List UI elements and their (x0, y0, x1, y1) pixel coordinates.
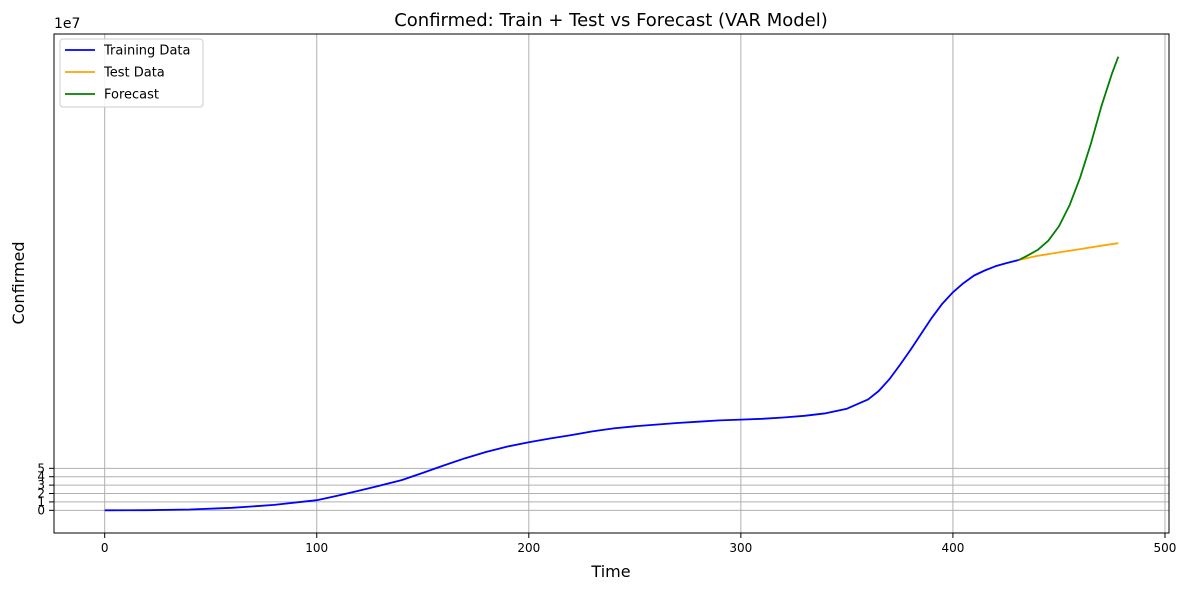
gridlines (54, 34, 1169, 533)
legend-label-2: Forecast (104, 88, 159, 103)
x-tick-label: 400 (941, 541, 964, 555)
legend-box (59, 38, 204, 108)
series-line-1 (1018, 242, 1119, 261)
y-tick-label: 3 (37, 478, 45, 492)
x-tick-label: 100 (305, 541, 328, 555)
x-axis-label: Time (590, 562, 630, 581)
chart-title: Confirmed: Train + Test vs Forecast (VAR… (394, 10, 828, 31)
series-line-2 (1018, 56, 1120, 261)
x-tick-label: 200 (517, 541, 540, 555)
x-tick-label: 300 (729, 541, 752, 555)
y-tick-label: 5 (37, 461, 45, 475)
legend-label-0: Training Data (103, 44, 190, 59)
y-tick-label: 1 (37, 495, 45, 509)
x-tick-label: 0 (101, 541, 109, 555)
legend: Training Data Test Data Forecast (59, 38, 204, 108)
y-tick-label: 0 (37, 503, 45, 517)
series-line-0 (104, 259, 1019, 512)
x-tick-label: 500 (1154, 541, 1177, 555)
x-axis-ticks: 0 100 200 300 400 500 (101, 533, 1177, 555)
plot-frame (53, 33, 1170, 534)
y-axis-label: Confirmed (9, 241, 28, 324)
y-offset-label: 1e7 (54, 16, 80, 32)
series-group (104, 56, 1120, 512)
y-tick-label: 4 (37, 470, 45, 484)
y-tick-label: 2 (37, 487, 45, 501)
legend-label-1: Test Data (103, 66, 165, 81)
